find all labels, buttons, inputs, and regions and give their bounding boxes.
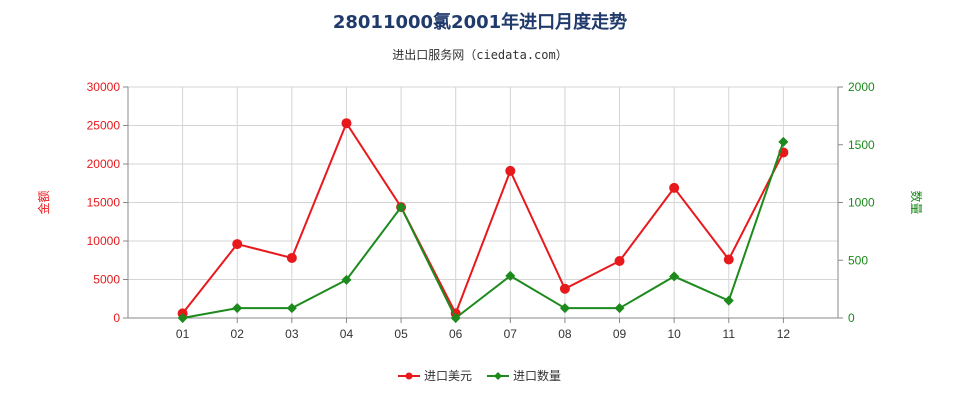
- left-tick-label: 10000: [87, 234, 121, 248]
- legend-marker: [494, 372, 502, 380]
- series-2-point: [396, 202, 407, 213]
- grid: [128, 86, 839, 319]
- left-tick-label: 15000: [87, 196, 121, 210]
- right-tick-label: 1500: [848, 138, 875, 152]
- series-2-point: [669, 271, 680, 282]
- series: [177, 118, 789, 323]
- legend: 进口美元 进口数量: [398, 368, 561, 383]
- chart-title: 28011000氯2001年进口月度走势: [332, 12, 628, 33]
- right-tick-label: 0: [848, 311, 855, 325]
- left-tick-label: 30000: [87, 80, 121, 94]
- series-2-point: [232, 303, 243, 314]
- series-line-2: [182, 141, 785, 320]
- left-tick-label: 0: [113, 311, 120, 325]
- series-1-point: [614, 256, 625, 267]
- x-tick-label: 08: [558, 327, 572, 341]
- x-tick-label: 07: [504, 327, 518, 341]
- series-line-1: [181, 121, 785, 316]
- x-tick-label: 11: [723, 327, 736, 341]
- series-1-point: [559, 283, 570, 294]
- series-2-point: [723, 295, 734, 306]
- series-2-point: [505, 270, 516, 281]
- series-2-point: [286, 303, 297, 314]
- series-2-point: [559, 303, 570, 314]
- series-1-point: [286, 252, 297, 263]
- right-tick-label: 1000: [848, 196, 875, 210]
- x-tick-label: 06: [449, 327, 463, 341]
- series-2-point: [614, 303, 625, 314]
- x-tick-label: 04: [340, 327, 354, 341]
- series-2-point: [450, 313, 461, 323]
- right-tick-label: 2000: [848, 80, 875, 94]
- x-tick-label: 10: [667, 327, 681, 341]
- x-tick-label: 12: [777, 327, 791, 341]
- series-1-point: [669, 182, 680, 193]
- right-tick-label: 500: [848, 253, 868, 267]
- legend-label: 进口美元: [424, 369, 472, 383]
- x-tick-label: 05: [394, 327, 408, 341]
- series-1-point: [505, 165, 516, 176]
- series-2-point: [341, 274, 352, 285]
- x-tick-label: 01: [176, 327, 190, 341]
- series-1-point: [723, 254, 734, 265]
- right-axis-title: 数量: [909, 190, 924, 214]
- series-2-point: [177, 313, 188, 323]
- series-2-point: [778, 136, 789, 147]
- axes: 0 5000 10000 15000 20000 25000 30000 金额 0 500 1000…: [36, 80, 924, 341]
- series-1-point: [341, 118, 352, 129]
- legend-label: 进口数量: [513, 368, 561, 383]
- left-tick-label: 25000: [87, 119, 121, 133]
- left-axis-title: 金额: [36, 190, 51, 214]
- x-tick-label: 02: [231, 327, 245, 341]
- chart-subtitle: 进出口服务网（ciedata.com）: [392, 48, 568, 62]
- x-tick-label: 09: [613, 327, 627, 341]
- series-1-point: [232, 239, 243, 250]
- x-tick-label: 03: [285, 327, 299, 341]
- left-tick-label: 20000: [87, 157, 121, 171]
- legend-marker: [405, 372, 413, 380]
- left-tick-label: 5000: [93, 273, 120, 287]
